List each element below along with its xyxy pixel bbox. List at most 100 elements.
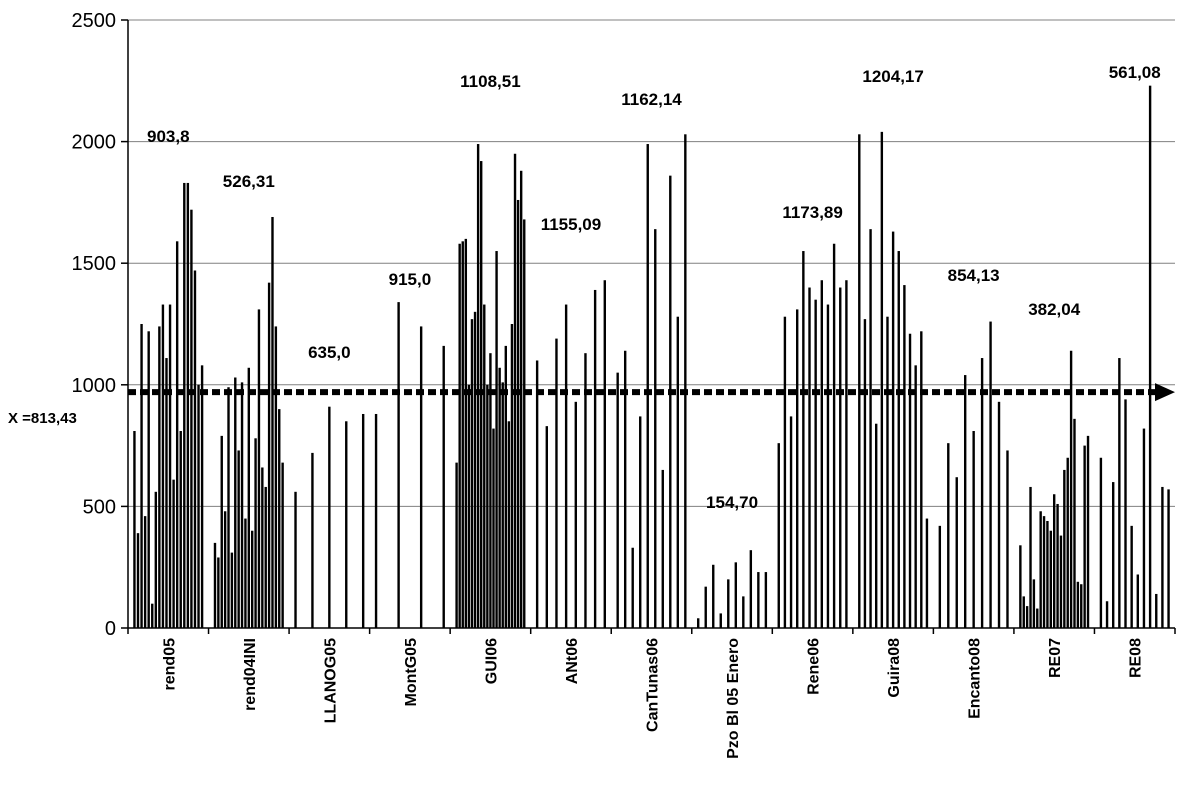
bar — [1069, 350, 1073, 628]
bar — [193, 270, 197, 628]
bar — [947, 443, 950, 628]
x-axis-ticks — [127, 628, 1176, 634]
bar — [200, 365, 204, 628]
bar — [839, 287, 842, 628]
bar — [980, 358, 984, 628]
category-label: rend04INI — [242, 638, 259, 711]
bar — [789, 416, 793, 628]
bar — [802, 251, 805, 629]
bar — [464, 238, 468, 628]
bar — [1155, 593, 1158, 628]
bar — [1019, 545, 1022, 628]
bar — [172, 479, 175, 628]
bar — [574, 401, 577, 628]
bar — [492, 428, 495, 628]
group-annotation: 382,04 — [1028, 300, 1081, 319]
bar — [616, 372, 619, 628]
bar — [1049, 530, 1053, 628]
bar — [564, 304, 568, 628]
bar — [274, 326, 278, 628]
group-annotation: 915,0 — [389, 270, 432, 289]
bar — [914, 365, 917, 628]
bar — [1006, 450, 1009, 628]
bar — [143, 516, 147, 628]
bar — [158, 326, 161, 628]
bar — [875, 423, 878, 628]
bar — [223, 511, 227, 628]
bar — [603, 280, 606, 628]
bar — [271, 216, 274, 628]
y-tick-label: 1500 — [72, 253, 117, 275]
bar — [1161, 486, 1164, 628]
bar — [972, 431, 975, 628]
bar — [1039, 511, 1042, 628]
group-annotation: 154,70 — [706, 493, 758, 512]
bar — [397, 302, 400, 628]
bar — [442, 345, 445, 628]
bar — [345, 421, 348, 628]
category-label: Pzo Bl 05 Enero — [725, 638, 742, 759]
bar — [676, 316, 680, 628]
bar — [1148, 85, 1152, 628]
bar — [535, 360, 539, 628]
bar — [584, 353, 587, 628]
bar — [227, 387, 230, 628]
bar — [244, 518, 247, 628]
bar — [1083, 445, 1086, 628]
bar — [886, 316, 889, 628]
category-label: Encanto08 — [967, 638, 984, 719]
bar — [646, 144, 649, 629]
group-annotation: 1155,09 — [541, 215, 602, 234]
bar — [154, 491, 158, 628]
y-tick-label: 0 — [105, 618, 116, 640]
grid-lines — [128, 19, 1175, 507]
bar — [240, 382, 244, 628]
bar — [1029, 486, 1032, 628]
bar — [281, 462, 284, 628]
bar — [186, 182, 190, 628]
bar — [925, 518, 929, 628]
group-annotations: 903,8 526,31 635,0 915,0 1108,51 1155,09 1162,… — [147, 63, 1161, 512]
bar — [254, 438, 257, 628]
bar — [1080, 584, 1083, 628]
bar — [151, 603, 154, 628]
bar — [1042, 516, 1046, 628]
bar — [742, 596, 745, 628]
bar — [1086, 435, 1090, 628]
bar — [1073, 418, 1076, 628]
bar — [175, 241, 179, 628]
mean-label: X =813,43 — [8, 410, 77, 427]
bar — [507, 421, 511, 628]
category-label: CanTunas06 — [645, 638, 662, 732]
bar — [217, 557, 220, 628]
bar — [997, 401, 1001, 628]
category-label: Rene06 — [806, 638, 823, 695]
bar — [669, 175, 672, 628]
category-label: RE07 — [1047, 638, 1064, 678]
bar — [489, 353, 492, 628]
mean-line-arrowhead — [1155, 383, 1175, 402]
bar — [1076, 581, 1080, 628]
bar — [1059, 535, 1063, 628]
y-tick-label: 1000 — [72, 375, 117, 397]
bar — [1105, 601, 1109, 628]
bar — [161, 304, 165, 628]
category-label: MontG05 — [403, 638, 420, 707]
category-label: ANt06 — [564, 638, 581, 684]
bar — [869, 229, 872, 629]
bar — [197, 384, 200, 628]
bar — [136, 533, 140, 628]
bar — [593, 289, 597, 628]
bar — [734, 562, 737, 628]
bar — [955, 477, 958, 628]
bar — [501, 382, 504, 628]
category-labels: rend05 rend04INI LLANOG05 MontG05 GUI06 ANt06… — [161, 638, 1144, 759]
group-annotation: 526,31 — [223, 172, 275, 191]
bar — [757, 572, 760, 628]
bar — [133, 431, 136, 628]
bar — [213, 542, 217, 628]
bar — [1022, 596, 1025, 628]
bar — [328, 406, 331, 628]
bar — [1112, 482, 1115, 628]
bar — [183, 182, 186, 628]
